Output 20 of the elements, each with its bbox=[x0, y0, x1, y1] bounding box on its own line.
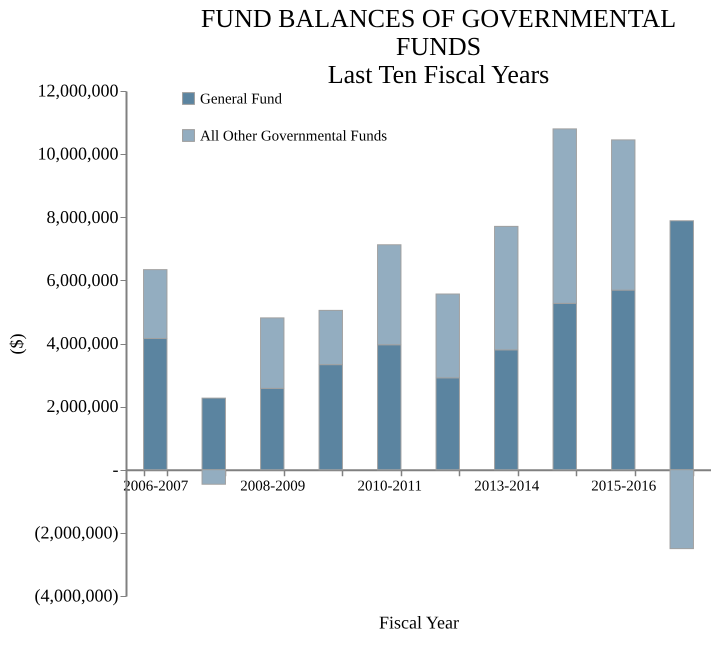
y-tick-label: - bbox=[112, 459, 118, 480]
x-tick-label: 2008-2009 bbox=[240, 478, 306, 494]
legend-label: All Other Governmental Funds bbox=[200, 128, 388, 144]
y-axis-title: ($) bbox=[6, 334, 27, 354]
x-tick-label: 2015-2016 bbox=[591, 478, 657, 494]
x-tick-label: 2006-2007 bbox=[123, 478, 189, 494]
x-tick-label: 2010-2011 bbox=[358, 478, 422, 494]
y-tick-label: (4,000,000) bbox=[34, 586, 118, 606]
chart-subtitle: Last Ten Fiscal Years bbox=[328, 60, 550, 89]
y-tick-label: 2,000,000 bbox=[46, 396, 118, 416]
y-tick-label: 8,000,000 bbox=[46, 206, 118, 227]
chart-title: FUND BALANCES OF GOVERNMENTAL FUNDS bbox=[200, 4, 676, 61]
y-tick-label: 4,000,000 bbox=[46, 333, 118, 353]
y-tick-label: 12,000,000 bbox=[38, 80, 118, 100]
y-tick-label: 6,000,000 bbox=[46, 270, 118, 290]
x-tick-label: 2013-2014 bbox=[474, 478, 540, 494]
x-axis-title: Fiscal Year bbox=[379, 612, 460, 632]
y-tick-label: 10,000,000 bbox=[38, 144, 118, 164]
y-tick-label: (2,000,000) bbox=[34, 522, 118, 542]
legend-label: General Fund bbox=[200, 92, 283, 108]
